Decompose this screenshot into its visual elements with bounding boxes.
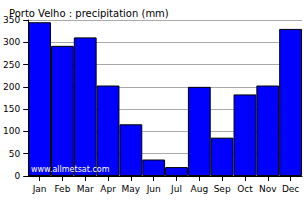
svg-text:Dec: Dec: [282, 184, 299, 194]
svg-text:250: 250: [3, 60, 20, 70]
svg-text:Nov: Nov: [259, 184, 277, 194]
svg-text:0: 0: [14, 171, 20, 181]
svg-text:300: 300: [3, 37, 20, 47]
svg-text:Aug: Aug: [191, 184, 209, 194]
svg-text:Sep: Sep: [214, 184, 231, 194]
svg-text:50: 50: [9, 149, 21, 159]
svg-text:May: May: [122, 184, 141, 194]
svg-text:Porto Velho : precipitation (m: Porto Velho : precipitation (mm): [9, 8, 169, 19]
svg-text:Oct: Oct: [237, 184, 253, 194]
svg-text:Jul: Jul: [170, 184, 182, 194]
svg-text:Jun: Jun: [146, 184, 161, 194]
svg-text:Feb: Feb: [54, 184, 70, 194]
svg-text:100: 100: [3, 126, 20, 136]
svg-text:Mar: Mar: [77, 184, 94, 194]
svg-text:Jan: Jan: [32, 184, 47, 194]
svg-text:350: 350: [3, 15, 21, 25]
svg-text:150: 150: [3, 104, 20, 114]
svg-text:200: 200: [3, 82, 20, 92]
svg-text:Apr: Apr: [100, 184, 116, 194]
svg-text:www.allmetsat.com: www.allmetsat.com: [31, 165, 110, 174]
